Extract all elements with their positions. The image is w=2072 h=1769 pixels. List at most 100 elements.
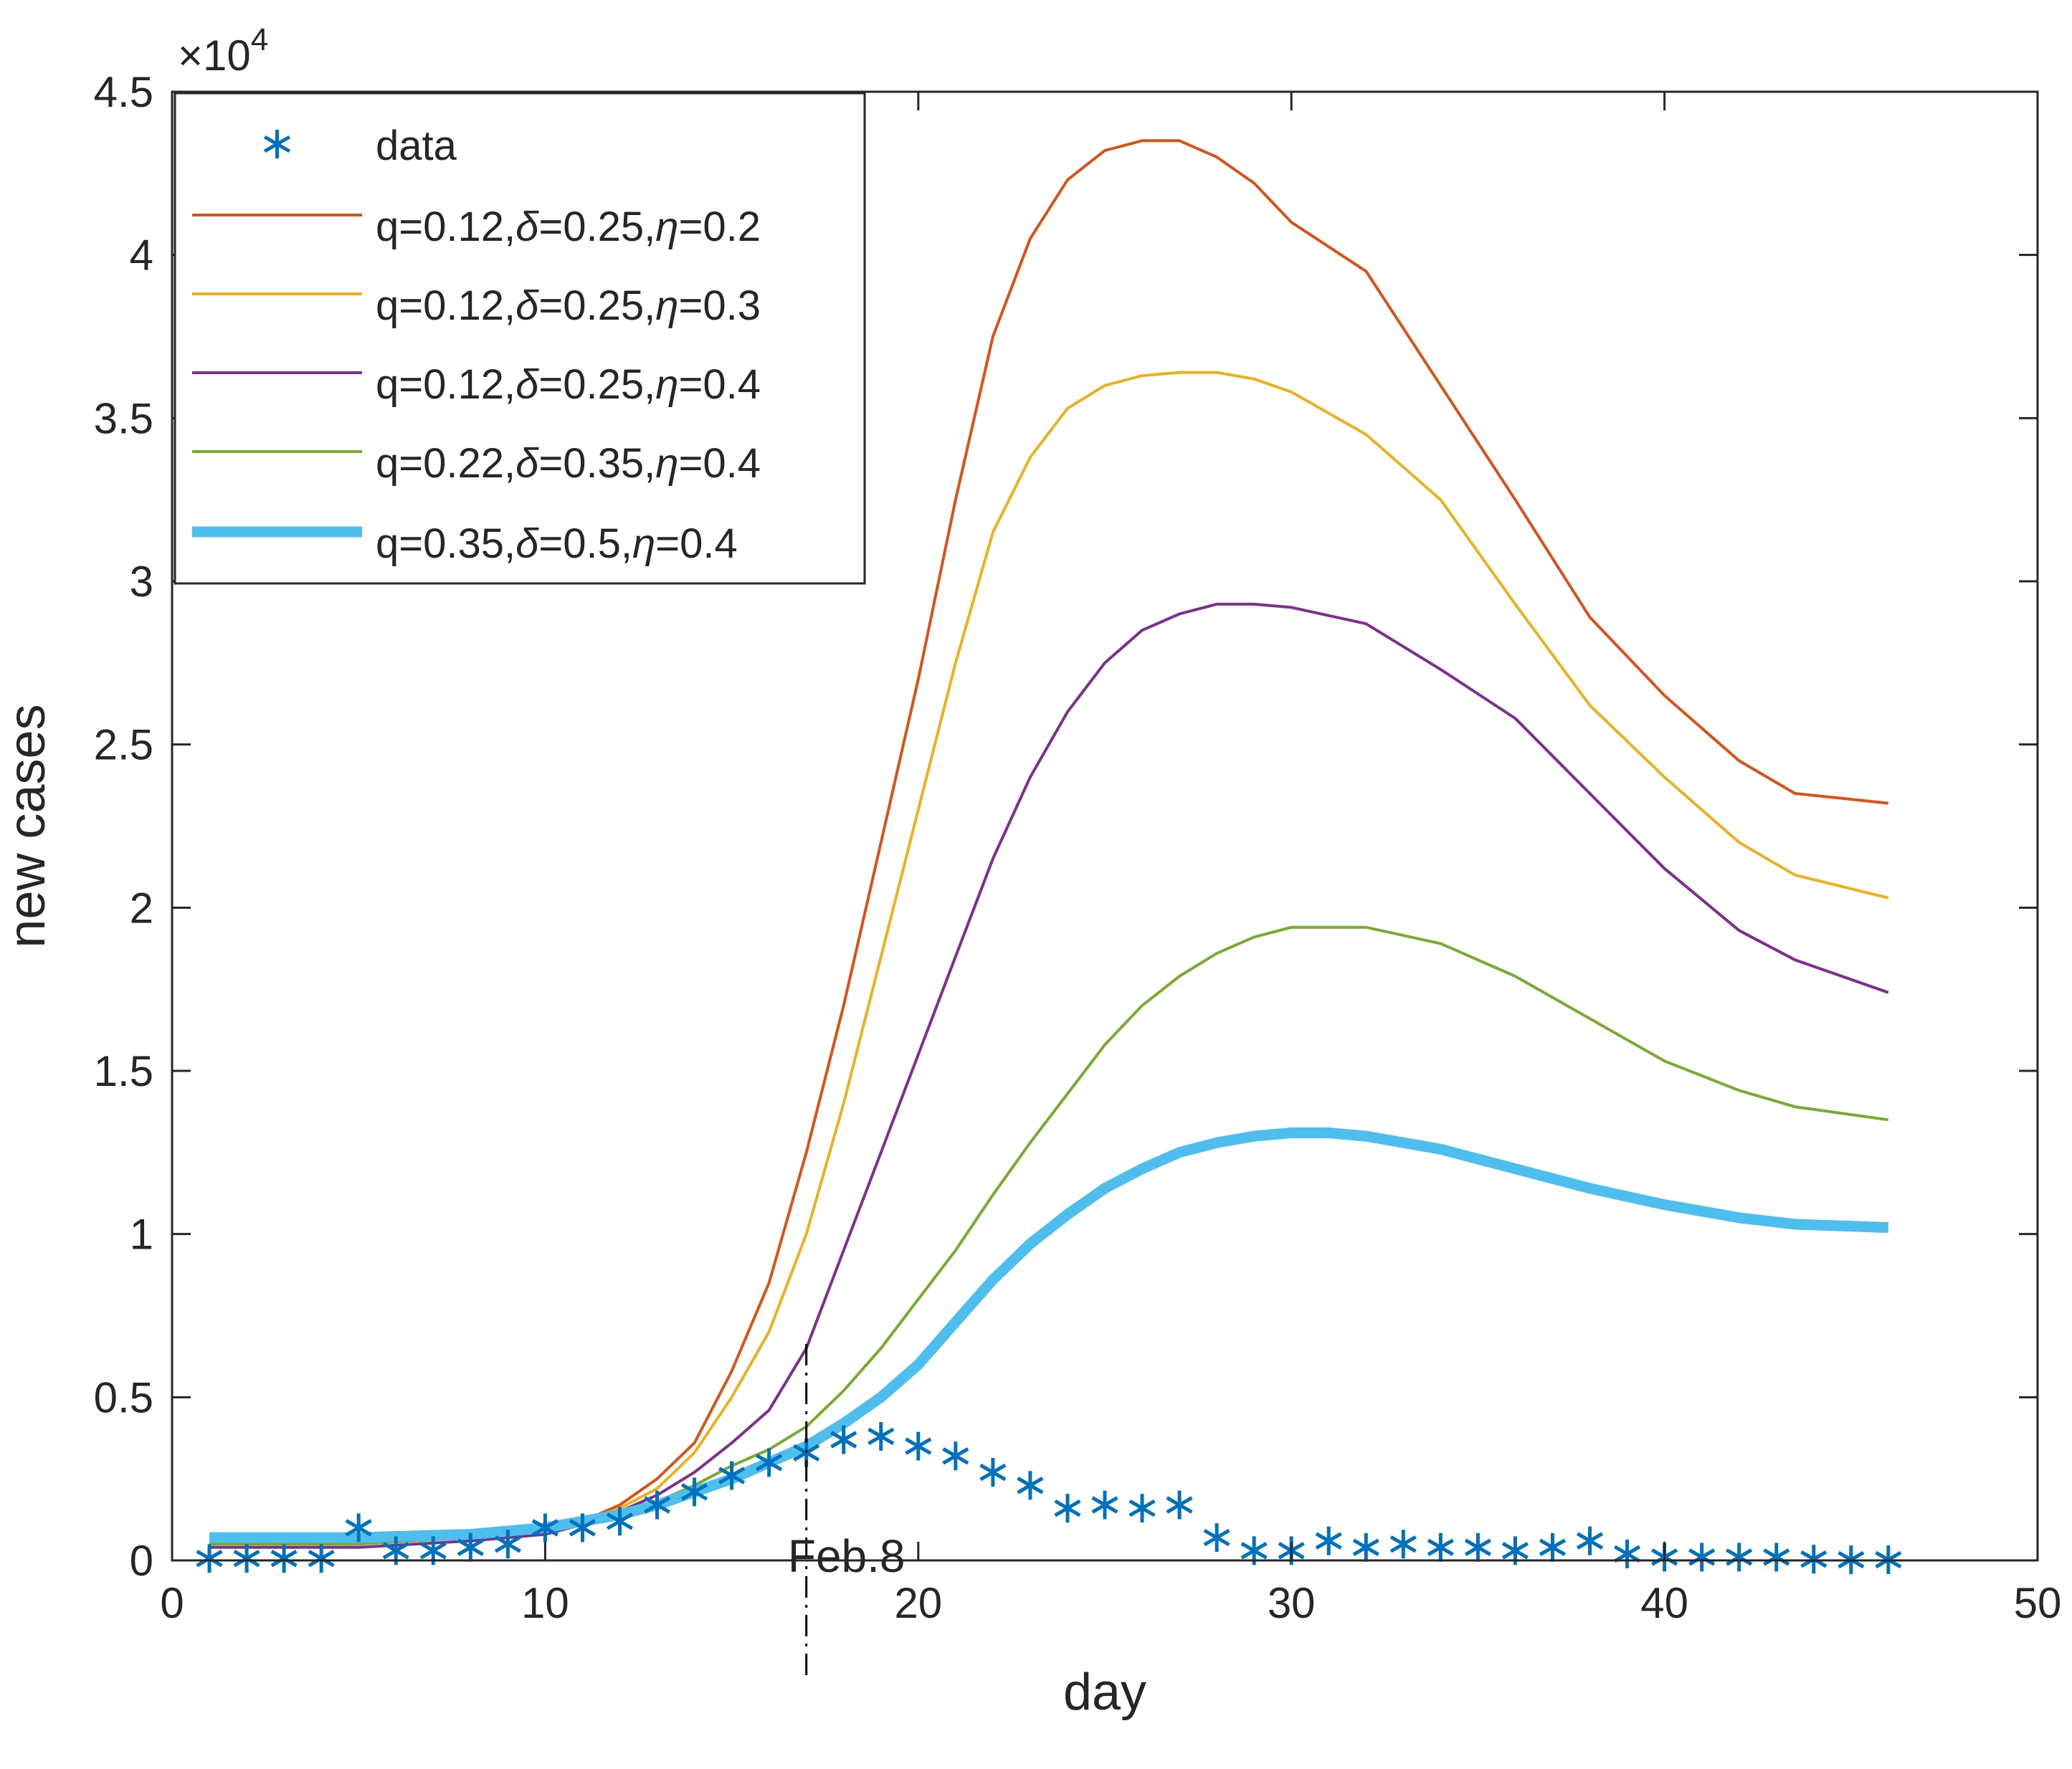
data-point <box>1539 1532 1567 1562</box>
y-tick-label: 0 <box>130 1537 153 1585</box>
legend-label-part: δ <box>515 204 539 250</box>
legend-label-part: δ <box>515 361 539 408</box>
legend-label-part: q=0.12, <box>376 204 515 250</box>
data-point <box>345 1513 372 1542</box>
y-tick-label: 4 <box>130 232 153 280</box>
x-tick-label: 50 <box>2014 1579 2062 1627</box>
legend-label-part: η <box>655 282 678 329</box>
y-tick-label: 2.5 <box>94 721 153 769</box>
y-tick-label: 3 <box>130 558 153 606</box>
ticks-layer: 0 10 20 30 40 50 0 0.5 1 1.5 2 2.5 3 3.5 4 4.5 <box>94 68 2062 1627</box>
labels-layer: day new cases ×104 <box>0 22 1146 1721</box>
legend-item: q=0.12,δ=0.25,η=0.2 <box>192 204 761 250</box>
data-point <box>1352 1532 1379 1562</box>
data-point <box>756 1448 783 1477</box>
legend-box <box>174 92 866 585</box>
series-line-1 <box>209 139 1889 1546</box>
legend-label-part: q=0.12, <box>376 361 515 408</box>
legend-label-part: =0.3 <box>678 282 761 329</box>
data-point <box>1128 1494 1156 1523</box>
legend-label-part: δ <box>515 440 539 487</box>
y-tick-label: 4.5 <box>94 68 153 116</box>
data-point <box>1427 1532 1454 1562</box>
x-tick-label: 0 <box>160 1579 184 1627</box>
legend-label-part: q=0.12, <box>376 282 515 329</box>
x-tick-label: 20 <box>894 1579 942 1627</box>
scatter-layer <box>196 1421 1902 1575</box>
legend-label-part: δ <box>515 520 539 567</box>
data-point <box>531 1513 559 1542</box>
data-point <box>270 1544 298 1573</box>
legend-label-part: =0.25, <box>538 204 655 250</box>
data-point <box>308 1544 335 1573</box>
legend-label: data <box>376 123 457 169</box>
legend-label-part: =0.4 <box>678 361 761 408</box>
series-layer <box>209 139 1889 1549</box>
legend-label-part: =0.5, <box>538 520 632 567</box>
data-point <box>569 1513 597 1542</box>
data-point <box>979 1458 1007 1487</box>
legend-item: q=0.12,δ=0.25,η=0.4 <box>192 361 761 408</box>
y-exponent-power: 4 <box>251 22 268 57</box>
data-point <box>1017 1471 1044 1500</box>
legend-label-part: q=0.35, <box>376 520 515 567</box>
legend-item: data <box>263 123 457 169</box>
data-point <box>1800 1545 1828 1574</box>
annotation-layer: Feb.8 <box>788 1344 906 1677</box>
data-point <box>868 1421 895 1451</box>
y-axis-label: new cases <box>0 704 56 948</box>
data-point <box>457 1532 484 1562</box>
data-point <box>830 1425 857 1454</box>
x-tick-label: 40 <box>1640 1579 1688 1627</box>
data-point <box>1203 1523 1230 1553</box>
legend-label-part: δ <box>515 282 539 329</box>
legend-label-part: =0.35, <box>538 440 655 487</box>
y-tick-label: 1 <box>130 1211 153 1259</box>
data-point <box>1726 1542 1753 1572</box>
legend-label: q=0.12,δ=0.25,η=0.4 <box>376 361 761 408</box>
legend-label-part: η <box>632 520 655 567</box>
legend-label-part: η <box>655 204 678 250</box>
legend-label-part: =0.4 <box>678 440 761 487</box>
data-point <box>1763 1542 1790 1572</box>
data-point <box>1091 1490 1118 1520</box>
legend-item: q=0.12,δ=0.25,η=0.3 <box>192 282 761 329</box>
legend-label-part: =0.4 <box>655 520 738 567</box>
x-tick-label: 30 <box>1268 1579 1316 1627</box>
axes-box <box>171 90 2039 1562</box>
legend-item: q=0.22,δ=0.35,η=0.4 <box>192 440 761 487</box>
data-point <box>905 1431 932 1461</box>
legend-label: q=0.35,δ=0.5,η=0.4 <box>376 520 738 567</box>
data-point <box>1688 1542 1716 1572</box>
data-point <box>196 1544 223 1573</box>
legend-label-part: =0.2 <box>678 204 761 250</box>
series-line-5 <box>209 1127 1889 1543</box>
data-point <box>233 1544 260 1573</box>
legend: dataq=0.12,δ=0.25,η=0.2q=0.12,δ=0.25,η=0… <box>174 92 866 585</box>
y-axis-exponent: ×104 <box>178 22 268 80</box>
data-point <box>1613 1539 1641 1568</box>
data-point <box>942 1441 969 1471</box>
legend-label-part: q=0.22, <box>376 440 515 487</box>
legend-label: q=0.22,δ=0.35,η=0.4 <box>376 440 761 487</box>
legend-label-part: =0.25, <box>538 282 655 329</box>
data-point <box>1389 1530 1417 1559</box>
data-point <box>1576 1526 1604 1555</box>
series-line-2 <box>209 371 1889 1546</box>
data-point <box>680 1477 708 1507</box>
legend-marker-data <box>263 130 291 158</box>
x-axis-label: day <box>1063 1664 1146 1721</box>
legend-label-part: η <box>655 361 678 408</box>
x-tick-label: 10 <box>521 1579 569 1627</box>
data-point <box>494 1530 521 1559</box>
y-tick-label: 0.5 <box>94 1373 153 1421</box>
data-point <box>1315 1526 1342 1555</box>
legend-label-part: =0.25, <box>538 361 655 408</box>
data-point <box>718 1461 746 1490</box>
y-tick-label: 3.5 <box>94 394 153 442</box>
legend-label: q=0.12,δ=0.25,η=0.3 <box>376 282 761 329</box>
data-point <box>1054 1494 1081 1523</box>
plot-area: Feb.8 0 10 20 30 40 50 0 0.5 1 1.5 2 2.5 3 3.5 4 4.5 <box>94 68 2062 1677</box>
legend-label-part: η <box>655 440 678 487</box>
